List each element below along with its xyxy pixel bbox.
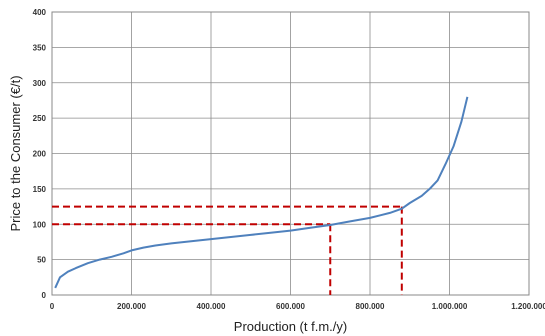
x-tick-label: 400.000: [197, 302, 226, 311]
y-tick-label: 100: [33, 220, 47, 229]
x-tick-label: 1.200.000: [511, 302, 545, 311]
x-tick-label: 200.000: [117, 302, 146, 311]
reference-lines: [52, 207, 402, 295]
y-tick-label: 400: [33, 8, 47, 17]
y-tick-label: 200: [33, 150, 47, 159]
x-axis-title: Production (t f.m./y): [234, 319, 347, 334]
x-axis-ticks: 0 200.000 400.000 600.000 800.000 1.000.000 1.…: [50, 302, 545, 311]
y-tick-label: 150: [33, 185, 47, 194]
y-axis-title: Price to the Consumer (€/t): [8, 75, 23, 231]
y-tick-label: 50: [37, 256, 46, 265]
x-tick-label: 1.000.000: [432, 302, 468, 311]
y-tick-label: 0: [42, 291, 47, 300]
x-tick-label: 600.000: [276, 302, 305, 311]
y-tick-label: 350: [33, 43, 47, 52]
x-tick-label: 0: [50, 302, 55, 311]
y-tick-label: 300: [33, 79, 47, 88]
x-tick-label: 800.000: [356, 302, 385, 311]
y-axis-ticks: 0 50 100 150 200 250 300 350 400: [33, 8, 47, 300]
y-tick-label: 250: [33, 114, 47, 123]
